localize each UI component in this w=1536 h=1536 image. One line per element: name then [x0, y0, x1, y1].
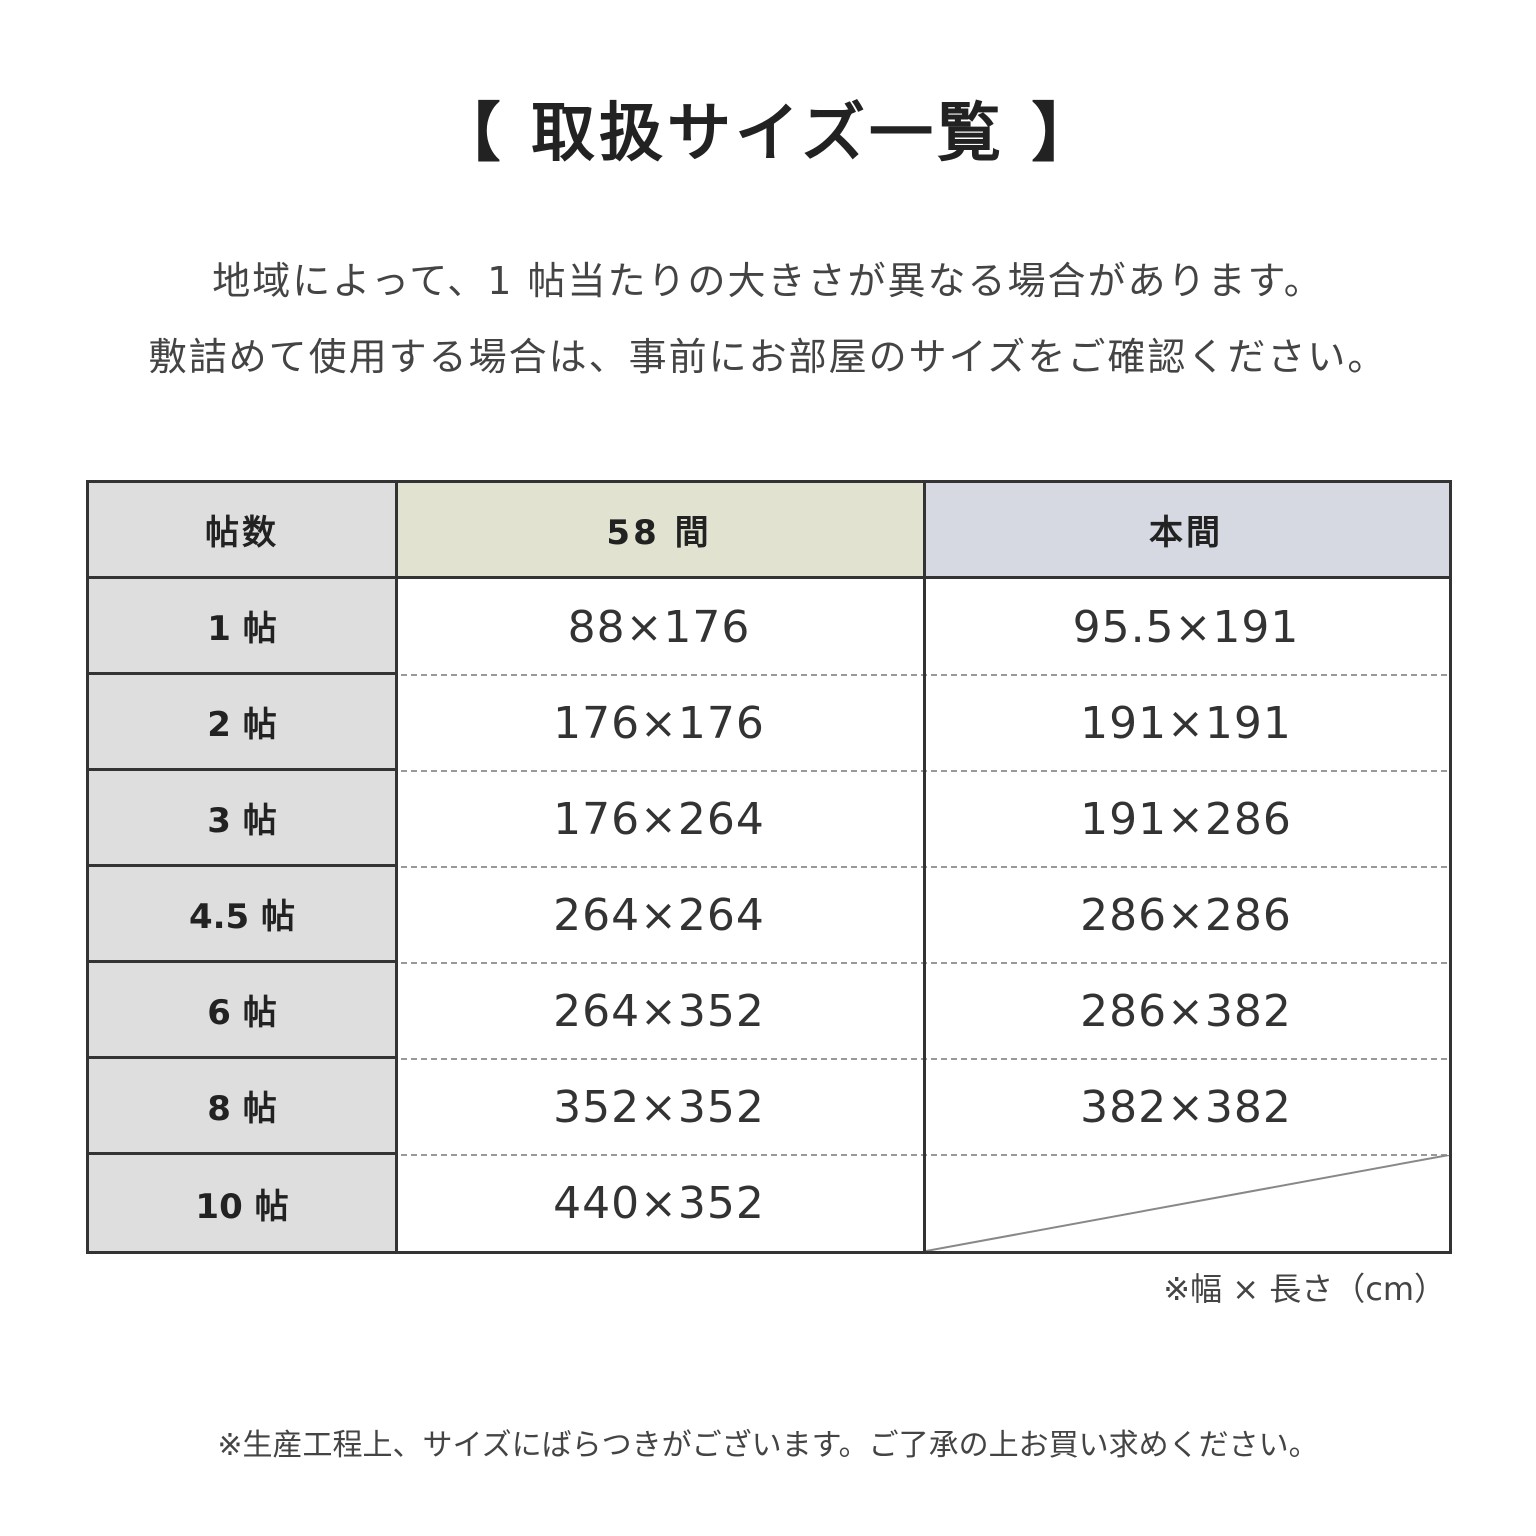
row-label: 10 帖 — [89, 1155, 395, 1251]
intro-line-2: 敷詰めて使用する場合は、事前にお部屋のサイズをご確認ください。 — [148, 335, 1388, 379]
header-honma: 本間 — [923, 483, 1449, 579]
column-divider — [395, 483, 398, 1251]
page-title: 【 取扱サイズ一覧 】 — [436, 97, 1100, 171]
header-58ma: 58 間 — [395, 483, 923, 579]
row-label: 3 帖 — [89, 771, 395, 867]
column-divider — [923, 483, 926, 1251]
cell-honma: 286×382 — [1080, 985, 1292, 1037]
cell-58ma: 264×352 — [553, 985, 765, 1037]
cell-honma: 191×286 — [1080, 793, 1292, 845]
footer-note: ※生産工程上、サイズにばらつきがございます。ご了承の上お買い求めください。 — [217, 1428, 1319, 1463]
cell-58ma: 88×176 — [567, 601, 751, 653]
cell-honma: 286×286 — [1080, 889, 1292, 941]
cell-58ma: 352×352 — [553, 1081, 765, 1133]
row-label: 6 帖 — [89, 963, 395, 1059]
size-table: 帖数 58 間 本間 1 帖 88×176 95.5×191 2 帖 176×176 19… — [86, 480, 1452, 1254]
not-available-slash — [926, 1155, 1450, 1251]
header-tatami-count: 帖数 — [89, 483, 395, 579]
cell-58ma: 264×264 — [553, 889, 765, 941]
intro-line-1: 地域によって、1 帖当たりの大きさが異なる場合があります。 — [212, 259, 1324, 303]
row-label: 4.5 帖 — [89, 867, 395, 963]
cell-honma: 95.5×191 — [1072, 601, 1300, 653]
cell-58ma: 440×352 — [553, 1177, 765, 1229]
row-label: 8 帖 — [89, 1059, 395, 1155]
cell-honma: 382×382 — [1080, 1081, 1292, 1133]
unit-note: ※幅 × 長さ（cm） — [1163, 1270, 1446, 1308]
row-label: 2 帖 — [89, 675, 395, 771]
row-label: 1 帖 — [89, 579, 395, 675]
cell-honma: 191×191 — [1080, 697, 1292, 749]
cell-58ma: 176×264 — [553, 793, 765, 845]
cell-58ma: 176×176 — [553, 697, 765, 749]
